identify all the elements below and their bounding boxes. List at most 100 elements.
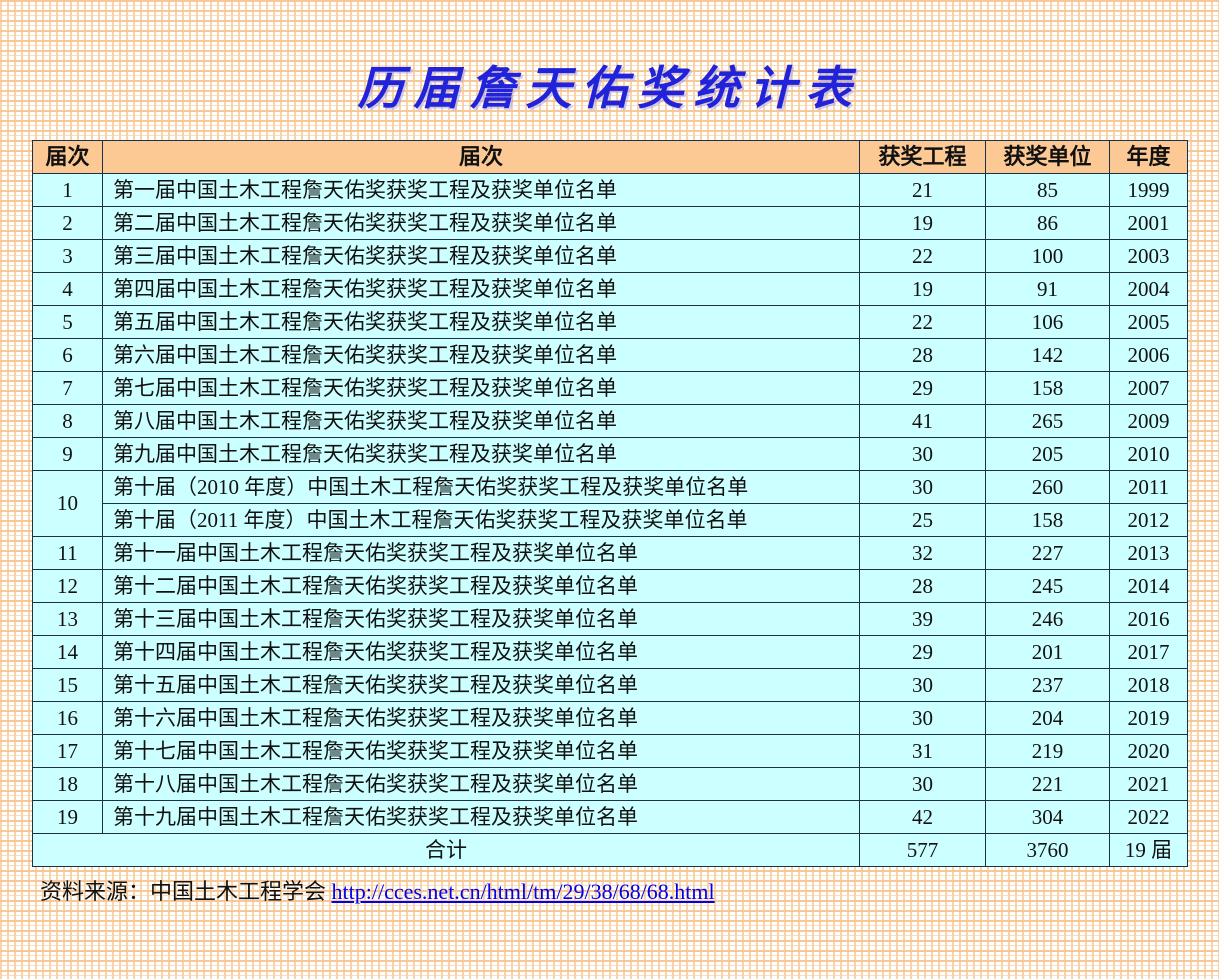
session-name-cell: 第八届中国土木工程詹天佑奖获奖工程及获奖单位名单 [102, 404, 860, 438]
year-cell: 2013 [1109, 536, 1188, 570]
year-cell: 2009 [1109, 404, 1188, 438]
session-name-cell: 第十九届中国土木工程詹天佑奖获奖工程及获奖单位名单 [102, 800, 860, 834]
units-count-cell: 106 [985, 305, 1110, 339]
session-name-cell: 第六届中国土木工程詹天佑奖获奖工程及获奖单位名单 [102, 338, 860, 372]
table-body: 1 第一届中国土木工程詹天佑奖获奖工程及获奖单位名单 21 85 1999 2 第二届中国土… [32, 173, 1188, 834]
total-row: 合计 577 3760 19 届 [32, 833, 1188, 867]
projects-count-cell: 29 [859, 635, 986, 669]
session-number-cell: 5 [32, 305, 103, 339]
session-number-cell: 13 [32, 602, 103, 636]
source-link[interactable]: http://cces.net.cn/html/tm/29/38/68/68.h… [331, 879, 715, 904]
year-cell: 2012 [1109, 503, 1188, 537]
year-cell: 2019 [1109, 701, 1188, 735]
projects-count-cell: 28 [859, 338, 986, 372]
header-cell-units: 获奖单位 [985, 140, 1110, 174]
year-cell: 2017 [1109, 635, 1188, 669]
units-count-cell: 227 [985, 536, 1110, 570]
year-cell: 2004 [1109, 272, 1188, 306]
session-name-cell: 第二届中国土木工程詹天佑奖获奖工程及获奖单位名单 [102, 206, 860, 240]
source-line: 资料来源：中国土木工程学会 http://cces.net.cn/html/tm… [40, 874, 1219, 906]
session-name-cell: 第十三届中国土木工程詹天佑奖获奖工程及获奖单位名单 [102, 602, 860, 636]
session-name-cell: 第五届中国土木工程詹天佑奖获奖工程及获奖单位名单 [102, 305, 860, 339]
table-row: 9 第九届中国土木工程詹天佑奖获奖工程及获奖单位名单 30 205 2010 [32, 437, 1188, 471]
table-row: 14 第十四届中国土木工程詹天佑奖获奖工程及获奖单位名单 29 201 2017 [32, 635, 1188, 669]
header-cell-session-name: 届次 [102, 140, 860, 174]
year-cell: 2016 [1109, 602, 1188, 636]
units-count-cell: 245 [985, 569, 1110, 603]
header-cell-session: 届次 [32, 140, 103, 174]
units-count-cell: 85 [985, 173, 1110, 207]
units-count-cell: 304 [985, 800, 1110, 834]
total-label-cell: 合计 [32, 833, 860, 867]
projects-count-cell: 30 [859, 701, 986, 735]
units-count-cell: 142 [985, 338, 1110, 372]
table-row: 19 第十九届中国土木工程詹天佑奖获奖工程及获奖单位名单 42 304 2022 [32, 800, 1188, 834]
table-row: 1 第一届中国土木工程詹天佑奖获奖工程及获奖单位名单 21 85 1999 [32, 173, 1188, 207]
session-number-cell: 10 [32, 470, 103, 537]
projects-count-cell: 30 [859, 668, 986, 702]
session-name-cell: 第七届中国土木工程詹天佑奖获奖工程及获奖单位名单 [102, 371, 860, 405]
session-name-cell: 第十四届中国土木工程詹天佑奖获奖工程及获奖单位名单 [102, 635, 860, 669]
projects-count-cell: 22 [859, 305, 986, 339]
table-row: 16 第十六届中国土木工程詹天佑奖获奖工程及获奖单位名单 30 204 2019 [32, 701, 1188, 735]
units-count-cell: 260 [985, 470, 1110, 504]
projects-count-cell: 39 [859, 602, 986, 636]
table-row: 17 第十七届中国土木工程詹天佑奖获奖工程及获奖单位名单 31 219 2020 [32, 734, 1188, 768]
session-name-cell: 第十七届中国土木工程詹天佑奖获奖工程及获奖单位名单 [102, 734, 860, 768]
year-cell: 2005 [1109, 305, 1188, 339]
projects-count-cell: 31 [859, 734, 986, 768]
projects-count-cell: 22 [859, 239, 986, 273]
table-row: 11 第十一届中国土木工程詹天佑奖获奖工程及获奖单位名单 32 227 2013 [32, 536, 1188, 570]
award-statistics-table: 届次 届次 获奖工程 获奖单位 年度 1 第一届中国土木工程詹天佑奖获奖工程及获奖… [32, 140, 1188, 867]
table-row: 8 第八届中国土木工程詹天佑奖获奖工程及获奖单位名单 41 265 2009 [32, 404, 1188, 438]
header-cell-projects: 获奖工程 [859, 140, 986, 174]
session-number-cell: 16 [32, 701, 103, 735]
page-title: 历届詹天佑奖统计表 [357, 61, 862, 115]
projects-count-cell: 28 [859, 569, 986, 603]
session-number-cell: 8 [32, 404, 103, 438]
session-name-cell: 第九届中国土木工程詹天佑奖获奖工程及获奖单位名单 [102, 437, 860, 471]
session-name-cell: 第十二届中国土木工程詹天佑奖获奖工程及获奖单位名单 [102, 569, 860, 603]
table-row: 4 第四届中国土木工程詹天佑奖获奖工程及获奖单位名单 19 91 2004 [32, 272, 1188, 306]
year-cell: 2022 [1109, 800, 1188, 834]
total-projects-cell: 577 [859, 833, 986, 867]
session-name-cell: 第十六届中国土木工程詹天佑奖获奖工程及获奖单位名单 [102, 701, 860, 735]
session-number-cell: 6 [32, 338, 103, 372]
units-count-cell: 219 [985, 734, 1110, 768]
table-row: 10 第十届（2010 年度）中国土木工程詹天佑奖获奖工程及获奖单位名单 30 260… [32, 470, 1188, 537]
projects-count-cell: 19 [859, 206, 986, 240]
session-number-cell: 2 [32, 206, 103, 240]
session-number-cell: 15 [32, 668, 103, 702]
source-label: 资料来源：中国土木工程学会 [40, 879, 332, 904]
table-row: 6 第六届中国土木工程詹天佑奖获奖工程及获奖单位名单 28 142 2006 [32, 338, 1188, 372]
table-row: 第十届（2011 年度）中国土木工程詹天佑奖获奖工程及获奖单位名单 25 158 20… [33, 503, 1188, 537]
table-header-row: 届次 届次 获奖工程 获奖单位 年度 [32, 140, 1188, 174]
session-number-cell: 7 [32, 371, 103, 405]
units-count-cell: 86 [985, 206, 1110, 240]
units-count-cell: 237 [985, 668, 1110, 702]
year-cell: 2021 [1109, 767, 1188, 801]
units-count-cell: 158 [985, 371, 1110, 405]
session-name-cell: 第一届中国土木工程詹天佑奖获奖工程及获奖单位名单 [102, 173, 860, 207]
year-cell: 2018 [1109, 668, 1188, 702]
session-number-cell: 11 [32, 536, 103, 570]
session-number-cell: 14 [32, 635, 103, 669]
projects-count-cell: 19 [859, 272, 986, 306]
projects-count-cell: 30 [859, 470, 986, 504]
table-row: 15 第十五届中国土木工程詹天佑奖获奖工程及获奖单位名单 30 237 2018 [32, 668, 1188, 702]
table-row: 7 第七届中国土木工程詹天佑奖获奖工程及获奖单位名单 29 158 2007 [32, 371, 1188, 405]
projects-count-cell: 30 [859, 437, 986, 471]
projects-count-cell: 29 [859, 371, 986, 405]
total-year-cell: 19 届 [1109, 833, 1188, 867]
year-cell: 2014 [1109, 569, 1188, 603]
session-name-cell: 第三届中国土木工程詹天佑奖获奖工程及获奖单位名单 [102, 239, 860, 273]
session-number-cell: 19 [32, 800, 103, 834]
session-name-cell: 第十八届中国土木工程詹天佑奖获奖工程及获奖单位名单 [102, 767, 860, 801]
year-cell: 2006 [1109, 338, 1188, 372]
year-cell: 2001 [1109, 206, 1188, 240]
session-number-cell: 3 [32, 239, 103, 273]
session-name-cell: 第四届中国土木工程詹天佑奖获奖工程及获奖单位名单 [102, 272, 860, 306]
session-number-cell: 18 [32, 767, 103, 801]
session-name-cell: 第十一届中国土木工程詹天佑奖获奖工程及获奖单位名单 [102, 536, 860, 570]
session-name-cell: 第十五届中国土木工程詹天佑奖获奖工程及获奖单位名单 [102, 668, 860, 702]
